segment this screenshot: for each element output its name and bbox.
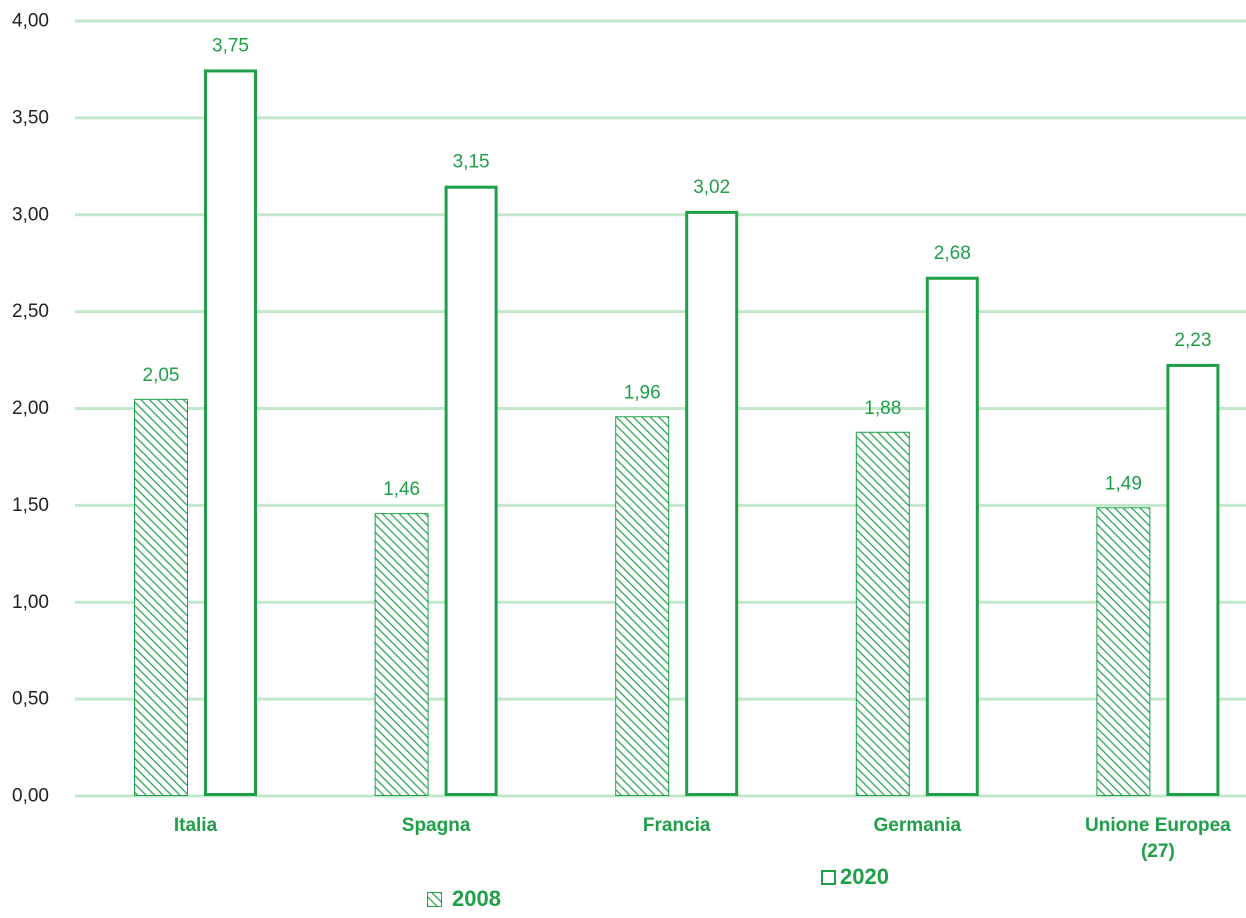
value-label-2008-italia: 2,05: [143, 365, 180, 386]
hatched-swatch-icon: [427, 891, 442, 907]
category-label-italia: Italia: [173, 815, 218, 836]
bar-2020-italia: [204, 69, 257, 796]
legend-item-2020: 2020: [821, 863, 889, 891]
bar-2008-unione-europea-27: [1096, 507, 1151, 796]
legend-label-2020: 2020: [840, 864, 889, 889]
bar-2008-italia: [134, 398, 188, 796]
y-tick-label: 4,00: [12, 11, 49, 32]
legend-label-2008: 2008: [452, 886, 501, 911]
value-label-2008-unione-europea-27: 1,49: [1105, 473, 1142, 494]
category-label-unione-europea-27: Unione Europea (27): [1085, 815, 1231, 862]
y-tick-label: 0,00: [12, 786, 49, 807]
value-label-2020-italia: 3,75: [212, 35, 249, 56]
bar-2020-unione-europea-27: [1166, 363, 1220, 796]
value-label-2020-spagna: 3,15: [453, 152, 490, 173]
y-tick-label: 1,50: [12, 495, 49, 516]
value-labels: 2,05 3,75 1,46 3,15 1,96 3,02 1,88 2,68 1,49 2,23: [143, 35, 1212, 500]
y-tick-label: 0,50: [12, 689, 49, 710]
category-label-francia: Francia: [642, 815, 711, 836]
y-tick-label: 2,50: [12, 301, 49, 322]
value-label-2020-unione-europea-27: 2,23: [1174, 330, 1211, 351]
bar-2008-francia: [615, 416, 670, 796]
category-label-germania: Germania: [873, 815, 962, 836]
gridlines: [75, 19, 1246, 798]
bars: [134, 69, 1220, 796]
y-tick-label: 3,50: [12, 107, 49, 128]
outline-swatch-icon: [821, 869, 836, 885]
bar-2008-germania: [855, 431, 910, 796]
bar-2020-spagna: [444, 185, 498, 796]
bar-2020-germania: [925, 276, 979, 796]
value-label-2008-spagna: 1,46: [383, 479, 420, 500]
value-label-2008-francia: 1,96: [624, 382, 661, 403]
y-axis-tick-labels: 0,00 0,50 1,00 1,50 2,00 2,50 3,00 3,50 4,00: [12, 11, 49, 807]
y-tick-label: 3,00: [12, 204, 49, 225]
y-tick-label: 1,00: [12, 592, 49, 613]
bar-2020-francia: [685, 210, 739, 796]
category-label-spagna: Spagna: [401, 815, 471, 836]
value-label-2020-francia: 3,02: [693, 177, 730, 198]
value-label-2020-germania: 2,68: [934, 243, 971, 264]
bar-2008-spagna: [374, 513, 429, 796]
y-tick-label: 2,00: [12, 398, 49, 419]
legend-item-2008: 2008: [427, 885, 501, 913]
value-label-2008-germania: 1,88: [864, 398, 901, 419]
